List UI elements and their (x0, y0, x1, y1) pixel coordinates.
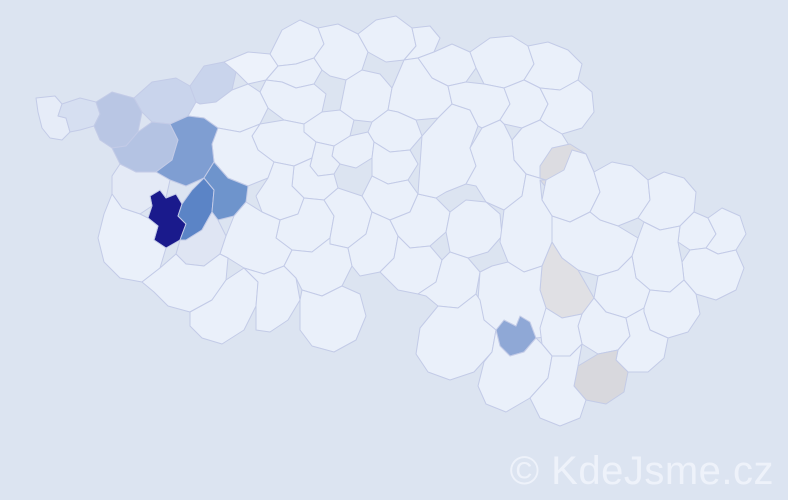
district-jindrichuv-hradec[interactable] (299, 285, 367, 353)
district-rychnov[interactable] (539, 79, 595, 135)
district-blansko[interactable] (499, 173, 553, 273)
district-tabor[interactable] (283, 237, 353, 297)
district-ceske-budejovice[interactable] (243, 265, 301, 333)
district-zdar[interactable] (445, 199, 503, 259)
district-hodonin[interactable] (529, 343, 587, 427)
district-klatovy[interactable] (97, 193, 167, 283)
district-chrudim[interactable] (417, 103, 479, 199)
district-zlin[interactable] (615, 307, 669, 373)
district-sokolov[interactable] (57, 97, 101, 133)
district-brno-venkov[interactable] (477, 261, 563, 339)
watermark-kdejsme: © KdeJsme.cz (509, 449, 774, 493)
